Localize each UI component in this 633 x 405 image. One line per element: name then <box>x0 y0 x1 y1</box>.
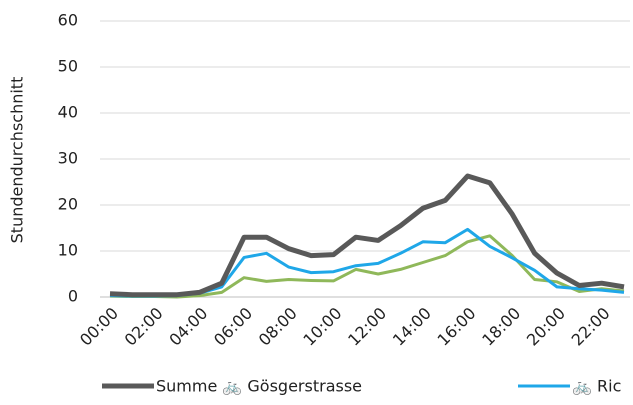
legend-label: Summe 🚲 Gösgerstrasse <box>156 377 362 396</box>
x-tick-label: 22:00 <box>568 304 614 350</box>
x-tick-label: 20:00 <box>523 304 569 350</box>
x-tick-label: 18:00 <box>478 304 524 350</box>
x-tick-label: 16:00 <box>434 304 480 350</box>
x-tick-label: 00:00 <box>76 304 122 350</box>
y-axis-title: Stundendurchschnitt <box>8 77 27 244</box>
y-tick-label: 0 <box>68 287 78 306</box>
x-tick-label: 12:00 <box>344 304 390 350</box>
legend-label: 🚲 Ric <box>572 377 621 396</box>
y-tick-label: 60 <box>58 11 78 30</box>
line-series <box>109 173 625 298</box>
y-tick-label: 30 <box>58 149 78 168</box>
line-series <box>109 234 625 299</box>
x-tick-label: 10:00 <box>299 304 345 350</box>
x-tick-label: 08:00 <box>255 304 301 350</box>
y-tick-label: 20 <box>58 195 78 214</box>
x-tick-label: 14:00 <box>389 304 435 350</box>
x-tick-label: 02:00 <box>121 304 167 350</box>
y-tick-label: 10 <box>58 241 78 260</box>
x-tick-label: 04:00 <box>165 304 211 350</box>
y-tick-label: 40 <box>58 103 78 122</box>
x-tick-label: 06:00 <box>210 304 256 350</box>
y-tick-label: 50 <box>58 57 78 76</box>
